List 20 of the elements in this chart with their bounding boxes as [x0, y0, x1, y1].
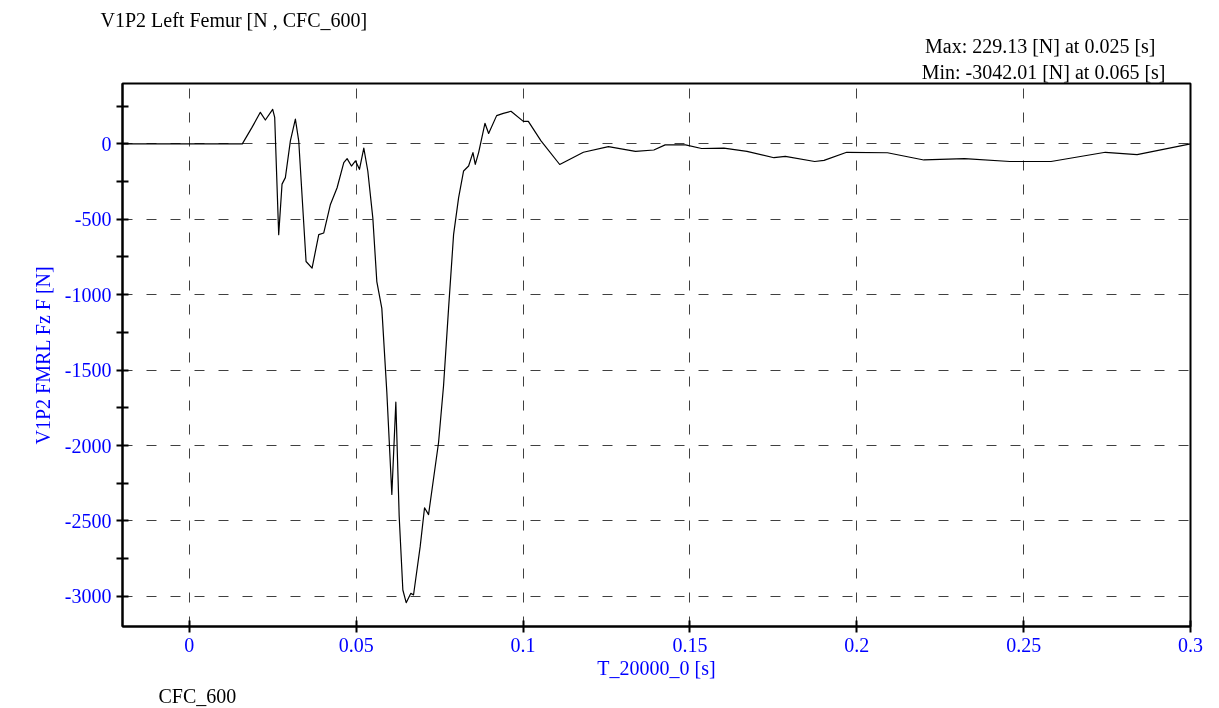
x-tick-label: 0.05 — [338, 633, 374, 656]
x-tick-label: 0.25 — [1006, 633, 1042, 656]
x-tick-label: 0.3 — [1178, 633, 1203, 656]
y-tick-label: -500 — [74, 208, 112, 231]
x-tick-label: 0.2 — [844, 633, 870, 656]
y-tick-label: -2500 — [64, 509, 112, 532]
text: Max: 229.13 [N] at 0.025 [s] — [924, 34, 1156, 57]
y-tick-label: -1000 — [64, 283, 112, 306]
x-axis-title: T_20000_0 [s] — [597, 656, 716, 679]
y-axis-title: V1P2 FMRL Fz F [N] — [31, 266, 54, 445]
text: Min: -3042.01 [N] at 0.065 [s] — [921, 60, 1166, 83]
chart-title: V1P2 Left Femur [N , CFC_600] — [100, 8, 368, 31]
x-tick-label: 0 — [184, 633, 195, 656]
y-tick-label: -2000 — [64, 434, 112, 457]
text: CFC_600 — [158, 684, 237, 707]
y-tick-label: -1500 — [64, 359, 112, 382]
x-tick-label: 0.1 — [510, 633, 536, 656]
y-tick-label: 0 — [101, 132, 112, 155]
y-tick-label: -3000 — [64, 585, 112, 608]
x-tick-label: 0.15 — [672, 633, 708, 656]
